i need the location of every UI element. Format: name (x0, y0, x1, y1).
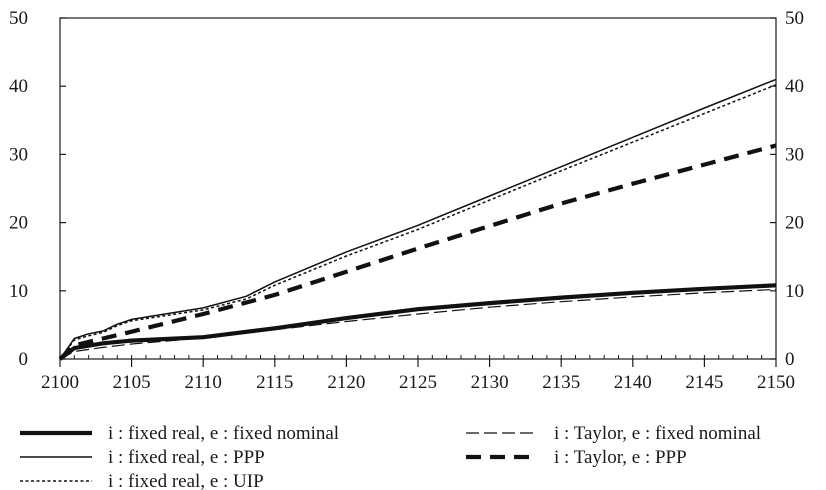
x-tick-label: 2130 (471, 372, 509, 393)
y-axis-right: 0 10 20 30 40 50 (770, 8, 804, 370)
x-tick-label: 2110 (185, 372, 222, 393)
x-tick-label: 2145 (685, 372, 723, 393)
x-tick-label: 2150 (757, 372, 795, 393)
series-line-4 (59, 288, 777, 360)
x-tick-label: 2140 (614, 372, 652, 393)
y-tick-left-label: 10 (9, 281, 28, 302)
y-axis-left: 0 10 20 30 40 50 (9, 8, 66, 370)
y-tick-left-label: 0 (19, 349, 29, 370)
legend-label: i : fixed real, e : fixed nominal (108, 423, 339, 444)
series-line-1 (58, 283, 777, 361)
y-tick-left-label: 40 (9, 76, 28, 97)
y-tick-right-label: 50 (785, 8, 804, 29)
legend-label: i : Taylor, e : fixed nominal (554, 423, 761, 444)
x-tick-label: 2115 (256, 372, 293, 393)
y-tick-right-label: 10 (785, 281, 804, 302)
y-tick-right-label: 40 (785, 76, 804, 97)
legend-label: i : fixed real, e : PPP (108, 447, 265, 468)
y-tick-left-label: 30 (9, 144, 28, 165)
legend: i : fixed real, e : fixed nominal i : fix… (20, 423, 761, 490)
legend-label: i : Taylor, e : PPP (554, 447, 687, 468)
y-tick-left-label: 20 (9, 213, 28, 234)
legend-label: i : fixed real, e : UIP (108, 471, 264, 490)
x-axis: 2100 2105 2110 2115 2120 2125 2130 2135 2140 2145… (41, 355, 795, 393)
series-line-3 (59, 84, 777, 360)
y-tick-right-label: 0 (785, 349, 795, 370)
x-tick-label: 2135 (542, 372, 580, 393)
y-tick-right-label: 30 (785, 144, 804, 165)
x-tick-label: 2100 (41, 372, 79, 393)
x-tick-label: 2125 (399, 372, 437, 393)
x-tick-label: 2120 (327, 372, 365, 393)
y-tick-left-label: 50 (9, 8, 28, 29)
series-line-5 (58, 143, 777, 361)
series-layer (58, 78, 777, 361)
series-line-2 (59, 78, 777, 360)
y-tick-right-label: 20 (785, 213, 804, 234)
x-tick-label: 2105 (113, 372, 151, 393)
